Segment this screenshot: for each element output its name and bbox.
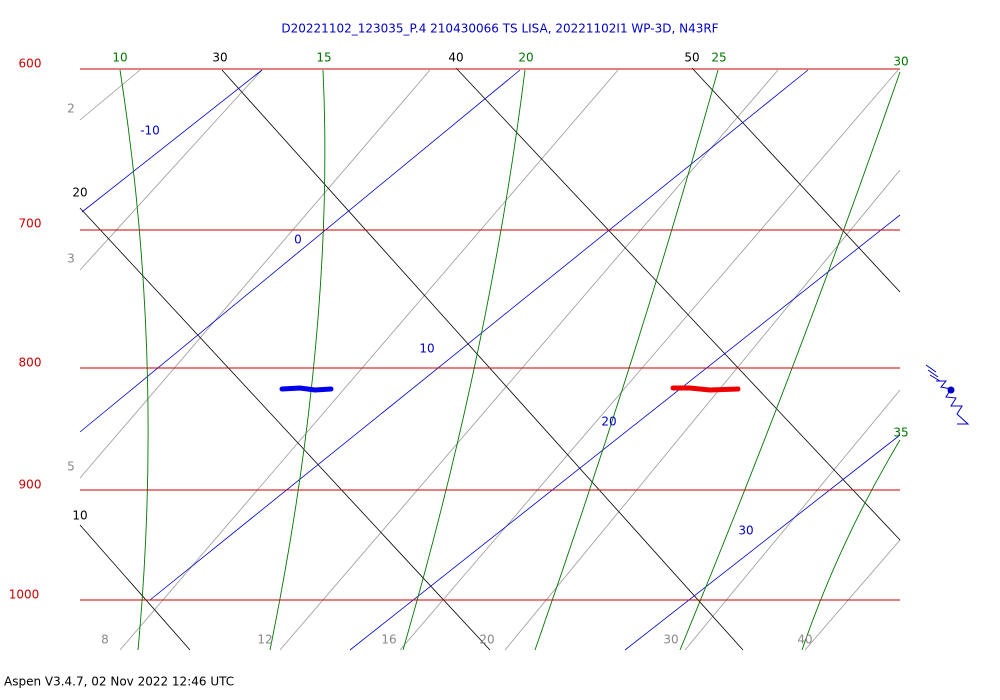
dry-adiabat-label: 30 [738, 524, 753, 538]
mixing-ratio-label: 2 [67, 102, 75, 116]
mixing-ratio-label: 3 [67, 252, 75, 266]
mixing-ratio-label: 5 [67, 460, 75, 474]
isotherm-label: 30 [212, 51, 227, 65]
isotherm-label: 20 [72, 186, 87, 200]
pressure-labels: 600 700 800 900 1000 [9, 57, 42, 602]
isotherm-lines [79, 67, 901, 651]
mixing-ratio-labels: 2 3 5 8 12 16 20 30 40 [67, 102, 812, 647]
mixing-ratio-label: 16 [381, 633, 396, 647]
dry-adiabat-label: 0 [294, 233, 302, 247]
isobar-lines [80, 68, 900, 601]
footer: Aspen V3.4.7, 02 Nov 2022 12:46 UTC [4, 675, 234, 689]
dry-adiabat-labels: -10 0 10 20 30 [140, 124, 753, 538]
pressure-label: 600 [19, 57, 42, 71]
wind-barb [925, 364, 970, 425]
pressure-label: 900 [19, 478, 42, 492]
pressure-label: 800 [19, 356, 42, 370]
moist-adiabat-label: 10 [112, 51, 127, 65]
dewpoint-trace [279, 385, 334, 393]
moist-adiabat-label: 35 [893, 426, 908, 440]
pressure-label: 1000 [9, 588, 40, 602]
moist-adiabat-label: 30 [893, 55, 908, 69]
isotherm-label: 40 [448, 51, 463, 65]
moist-adiabat-lines [119, 69, 901, 651]
mixing-ratio-label: 20 [479, 633, 494, 647]
pressure-label: 700 [19, 217, 42, 231]
mixing-ratio-label: 30 [663, 633, 678, 647]
dry-adiabat-label: 20 [601, 415, 616, 429]
dry-adiabat-label: 10 [419, 342, 434, 356]
mixing-ratio-label: 40 [797, 633, 812, 647]
dry-adiabat-lines [79, 69, 901, 651]
temperature-trace [670, 385, 741, 393]
isotherm-label: 50 [684, 51, 699, 65]
mixing-ratio-lines [79, 69, 901, 651]
moist-adiabat-label: 15 [316, 51, 331, 65]
mixing-ratio-label: 8 [101, 633, 109, 647]
dry-adiabat-label: -10 [140, 124, 160, 138]
moist-adiabat-label: 25 [711, 51, 726, 65]
mixing-ratio-label: 12 [257, 633, 272, 647]
isotherm-label: 10 [72, 509, 87, 523]
isotherm-labels: 30 40 50 20 10 [72, 51, 699, 523]
moist-adiabat-labels: 10 15 20 25 30 35 [112, 51, 908, 440]
moist-adiabat-label: 20 [518, 51, 533, 65]
title: D20221102_123035_P.4 210430066 TS LISA, … [281, 22, 718, 36]
